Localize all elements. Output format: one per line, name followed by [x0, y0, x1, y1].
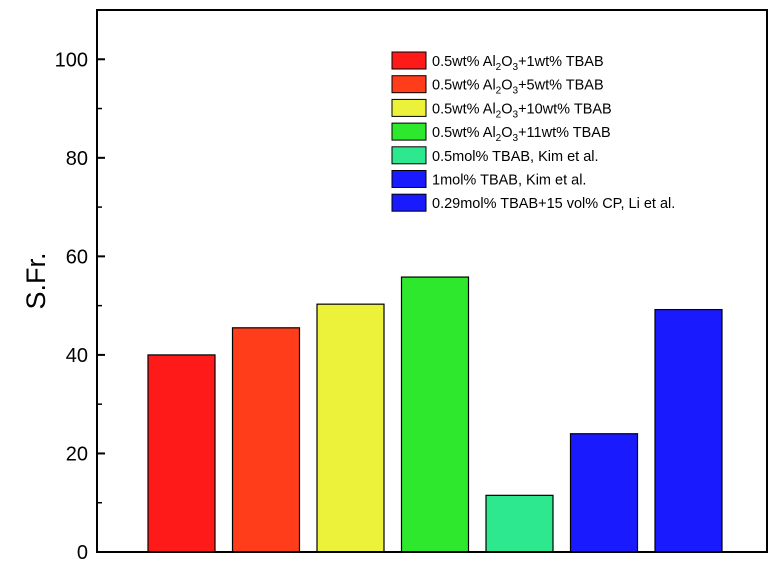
legend-label-3: 0.5wt% Al2O3+10wt% TBAB — [432, 101, 612, 120]
y-tick-label: 80 — [66, 148, 88, 170]
legend-swatch-7 — [391, 193, 427, 212]
bar-3 — [316, 303, 385, 553]
legend-swatch-5 — [391, 146, 427, 165]
bar-1 — [147, 354, 216, 553]
bar-4 — [400, 276, 470, 553]
y-tick-label: 20 — [66, 443, 88, 465]
legend-swatch-3 — [391, 98, 427, 117]
legend-label-6: 1mol% TBAB, Kim et al. — [432, 173, 586, 189]
y-tick-label: 0 — [77, 542, 88, 564]
y-tick-label: 40 — [66, 345, 88, 367]
legend-label-5: 0.5mol% TBAB, Kim et al. — [432, 149, 599, 165]
legend-swatch-1 — [391, 51, 427, 70]
bars-group — [147, 276, 723, 553]
legend: 0.5wt% Al2O3+1wt% TBAB 0.5wt% Al2O3+5wt% … — [391, 51, 675, 212]
y-tick-label: 100 — [55, 49, 88, 71]
bar-7 — [654, 308, 723, 553]
y-axis: 0 20 40 60 80 100 — [55, 49, 105, 564]
legend-label-7: 0.29mol% TBAB+15 vol% CP, Li et al. — [432, 196, 675, 212]
legend-label-1: 0.5wt% Al2O3+1wt% TBAB — [432, 54, 604, 73]
bar-6 — [569, 433, 639, 553]
y-axis-title: S.Fr. — [21, 252, 51, 309]
legend-label-2: 0.5wt% Al2O3+5wt% TBAB — [432, 78, 604, 97]
legend-label-4: 0.5wt% Al2O3+11wt% TBAB — [432, 125, 611, 144]
plot-frame — [96, 9, 768, 553]
y-tick-label: 60 — [66, 246, 88, 268]
legend-swatch-2 — [391, 75, 427, 94]
bar-5 — [485, 494, 554, 553]
legend-swatch-4 — [391, 122, 427, 141]
bar-2 — [231, 327, 301, 553]
legend-swatch-6 — [391, 170, 427, 188]
